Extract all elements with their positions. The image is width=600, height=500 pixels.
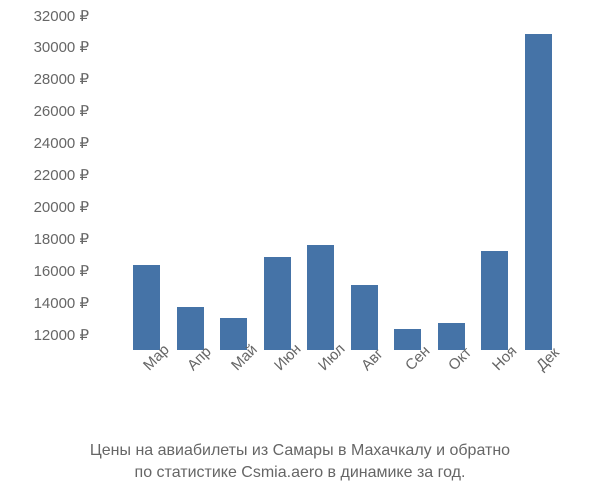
plot-area — [95, 15, 590, 350]
y-tick-label: 18000 ₽ — [34, 230, 89, 248]
price-chart: Цены на авиабилеты из Самары в Махачкалу… — [0, 0, 600, 500]
y-tick-label: 12000 ₽ — [34, 326, 89, 344]
y-tick-label: 14000 ₽ — [34, 294, 89, 312]
bar — [307, 245, 334, 350]
y-tick-label: 28000 ₽ — [34, 70, 89, 88]
bar — [177, 307, 204, 350]
y-tick-label: 22000 ₽ — [34, 166, 89, 184]
bar — [351, 285, 378, 350]
y-tick-label: 26000 ₽ — [34, 102, 89, 120]
bar — [481, 251, 508, 350]
y-tick-label: 24000 ₽ — [34, 134, 89, 152]
chart-caption-line-2: по статистике Csmia.aero в динамике за г… — [0, 464, 600, 482]
y-tick-label: 20000 ₽ — [34, 198, 89, 216]
bar — [133, 265, 160, 350]
bar — [264, 257, 291, 350]
y-tick-label: 30000 ₽ — [34, 38, 89, 56]
bar — [525, 34, 552, 350]
y-tick-label: 32000 ₽ — [34, 7, 89, 25]
chart-caption-line-1: Цены на авиабилеты из Самары в Махачкалу… — [0, 442, 600, 460]
y-tick-label: 16000 ₽ — [34, 262, 89, 280]
